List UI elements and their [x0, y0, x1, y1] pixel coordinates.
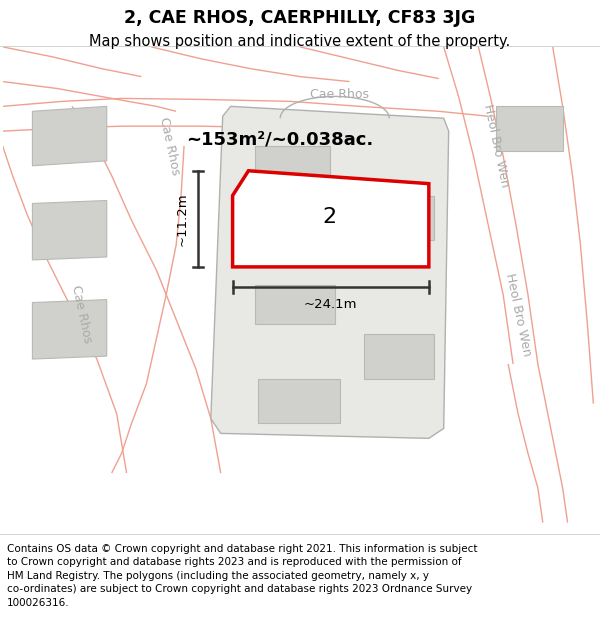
Polygon shape	[256, 146, 330, 191]
Text: ~11.2m: ~11.2m	[176, 192, 188, 246]
Text: 2, CAE RHOS, CAERPHILLY, CF83 3JG: 2, CAE RHOS, CAERPHILLY, CF83 3JG	[124, 9, 476, 28]
Polygon shape	[364, 196, 434, 240]
Text: Cae Rhos: Cae Rhos	[157, 116, 182, 176]
Text: Map shows position and indicative extent of the property.: Map shows position and indicative extent…	[89, 34, 511, 49]
Polygon shape	[364, 334, 434, 379]
Text: Contains OS data © Crown copyright and database right 2021. This information is : Contains OS data © Crown copyright and d…	[7, 544, 478, 608]
Text: Cae Rhos: Cae Rhos	[310, 88, 369, 101]
Polygon shape	[32, 106, 107, 166]
Text: ~24.1m: ~24.1m	[304, 298, 358, 311]
Text: Heol Bro Wen: Heol Bro Wen	[503, 272, 533, 358]
Polygon shape	[496, 106, 563, 151]
Text: ~153m²/~0.038ac.: ~153m²/~0.038ac.	[186, 131, 373, 149]
Polygon shape	[32, 201, 107, 260]
Polygon shape	[211, 106, 449, 438]
Text: 2: 2	[322, 207, 336, 227]
Polygon shape	[32, 299, 107, 359]
Polygon shape	[233, 171, 429, 267]
Polygon shape	[256, 285, 335, 324]
Text: Heol Bro Wen: Heol Bro Wen	[481, 103, 511, 189]
Polygon shape	[259, 379, 340, 424]
Text: Cae Rhos: Cae Rhos	[70, 284, 94, 344]
